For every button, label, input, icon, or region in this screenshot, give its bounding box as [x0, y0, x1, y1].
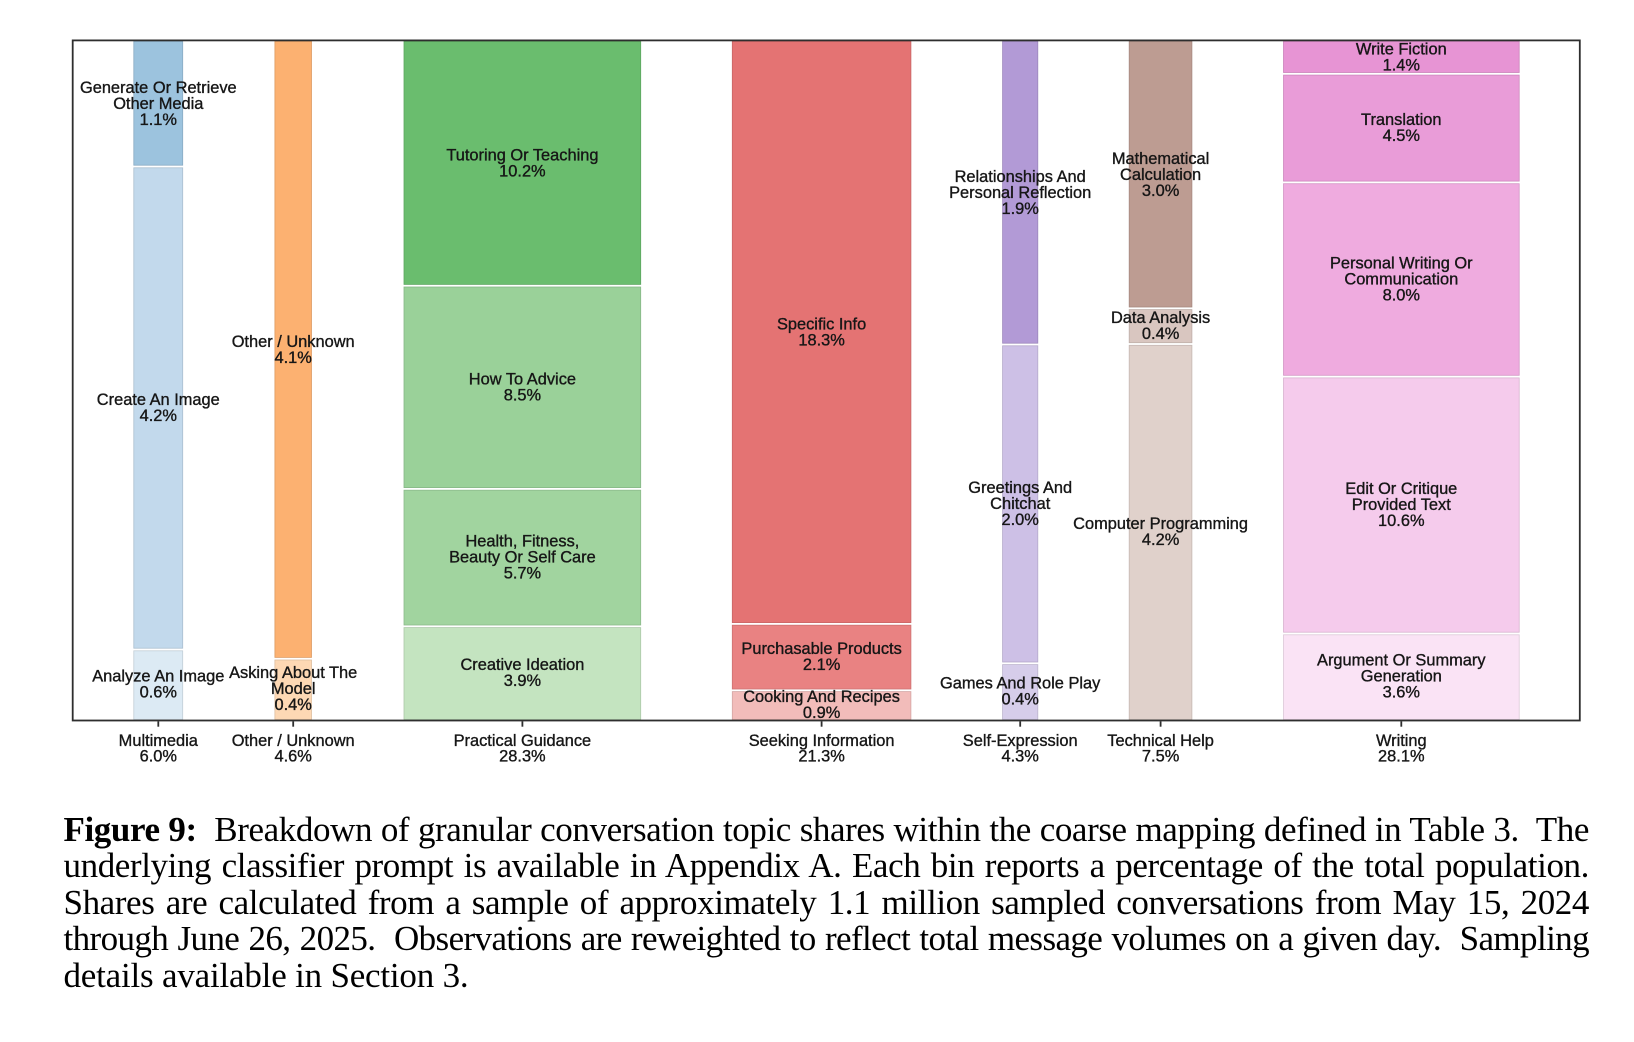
svg-text:4.5%: 4.5% — [1383, 127, 1420, 145]
svg-text:Communication: Communication — [1344, 271, 1458, 289]
svg-text:3.0%: 3.0% — [1142, 182, 1179, 200]
svg-text:Other / Unknown: Other / Unknown — [232, 333, 355, 351]
svg-text:5.7%: 5.7% — [504, 565, 541, 583]
svg-text:3.6%: 3.6% — [1383, 684, 1420, 702]
svg-text:18.3%: 18.3% — [798, 332, 844, 350]
svg-text:2.1%: 2.1% — [803, 656, 840, 674]
svg-text:Argument Or Summary: Argument Or Summary — [1317, 652, 1486, 670]
svg-text:Purchasable Products: Purchasable Products — [741, 640, 901, 658]
svg-text:4.3%: 4.3% — [1002, 748, 1039, 766]
svg-text:Analyze An Image: Analyze An Image — [92, 668, 224, 686]
svg-text:Translation: Translation — [1361, 111, 1441, 129]
svg-text:Tutoring Or Teaching: Tutoring Or Teaching — [446, 147, 598, 165]
svg-text:Creative Ideation: Creative Ideation — [460, 656, 584, 674]
svg-text:6.0%: 6.0% — [140, 748, 177, 766]
svg-text:0.4%: 0.4% — [1142, 325, 1179, 343]
svg-text:1.9%: 1.9% — [1002, 200, 1039, 218]
svg-text:Other / Unknown: Other / Unknown — [232, 732, 355, 750]
svg-text:Mathematical: Mathematical — [1112, 150, 1209, 168]
svg-text:Practical Guidance: Practical Guidance — [454, 732, 592, 750]
svg-text:1.1%: 1.1% — [140, 111, 177, 129]
svg-text:Relationships And: Relationships And — [955, 168, 1086, 186]
svg-text:Multimedia: Multimedia — [119, 732, 199, 750]
svg-text:Computer Programming: Computer Programming — [1073, 515, 1248, 533]
svg-text:0.6%: 0.6% — [140, 684, 177, 702]
svg-text:Edit Or Critique: Edit Or Critique — [1345, 480, 1457, 498]
svg-text:4.2%: 4.2% — [1142, 531, 1179, 549]
svg-text:21.3%: 21.3% — [798, 748, 844, 766]
svg-text:4.2%: 4.2% — [140, 407, 177, 425]
svg-text:2.0%: 2.0% — [1002, 511, 1039, 529]
svg-text:0.9%: 0.9% — [803, 704, 840, 722]
svg-text:How To Advice: How To Advice — [469, 370, 576, 388]
svg-text:Greetings And: Greetings And — [968, 479, 1072, 497]
svg-text:4.1%: 4.1% — [275, 349, 312, 367]
svg-text:Personal Writing Or: Personal Writing Or — [1330, 255, 1473, 273]
svg-text:8.5%: 8.5% — [504, 386, 541, 404]
svg-text:Calculation: Calculation — [1120, 166, 1201, 184]
svg-text:Generation: Generation — [1361, 668, 1442, 686]
svg-text:Seeking Information: Seeking Information — [749, 732, 895, 750]
svg-text:Health, Fitness,: Health, Fitness, — [465, 533, 579, 551]
svg-text:Data Analysis: Data Analysis — [1111, 309, 1210, 327]
svg-text:Games And Role Play: Games And Role Play — [940, 675, 1101, 693]
svg-text:Technical Help: Technical Help — [1107, 732, 1214, 750]
svg-text:28.1%: 28.1% — [1378, 748, 1424, 766]
svg-text:Other Media: Other Media — [113, 95, 204, 113]
svg-text:Asking About The: Asking About The — [229, 664, 357, 682]
svg-text:Create An Image: Create An Image — [97, 391, 220, 409]
svg-text:Write Fiction: Write Fiction — [1356, 41, 1447, 59]
svg-text:1.4%: 1.4% — [1383, 57, 1420, 75]
svg-text:7.5%: 7.5% — [1142, 748, 1179, 766]
svg-text:Beauty Or Self Care: Beauty Or Self Care — [449, 549, 596, 567]
svg-text:4.6%: 4.6% — [275, 748, 312, 766]
svg-text:Chitchat: Chitchat — [990, 495, 1051, 513]
svg-text:28.3%: 28.3% — [499, 748, 545, 766]
svg-text:Self-Expression: Self-Expression — [963, 732, 1078, 750]
svg-text:Specific Info: Specific Info — [777, 316, 866, 334]
svg-text:8.0%: 8.0% — [1383, 287, 1420, 305]
svg-text:3.9%: 3.9% — [504, 672, 541, 690]
svg-text:10.6%: 10.6% — [1378, 512, 1424, 530]
svg-text:Writing: Writing — [1376, 732, 1427, 750]
svg-text:Cooking And Recipes: Cooking And Recipes — [743, 688, 900, 706]
svg-text:Personal Reflection: Personal Reflection — [949, 184, 1091, 202]
svg-text:Provided Text: Provided Text — [1352, 496, 1451, 514]
svg-text:10.2%: 10.2% — [499, 163, 545, 181]
svg-text:0.4%: 0.4% — [275, 696, 312, 714]
svg-text:Model: Model — [271, 680, 316, 698]
svg-text:0.4%: 0.4% — [1002, 691, 1039, 709]
svg-text:Generate Or Retrieve: Generate Or Retrieve — [80, 79, 237, 97]
